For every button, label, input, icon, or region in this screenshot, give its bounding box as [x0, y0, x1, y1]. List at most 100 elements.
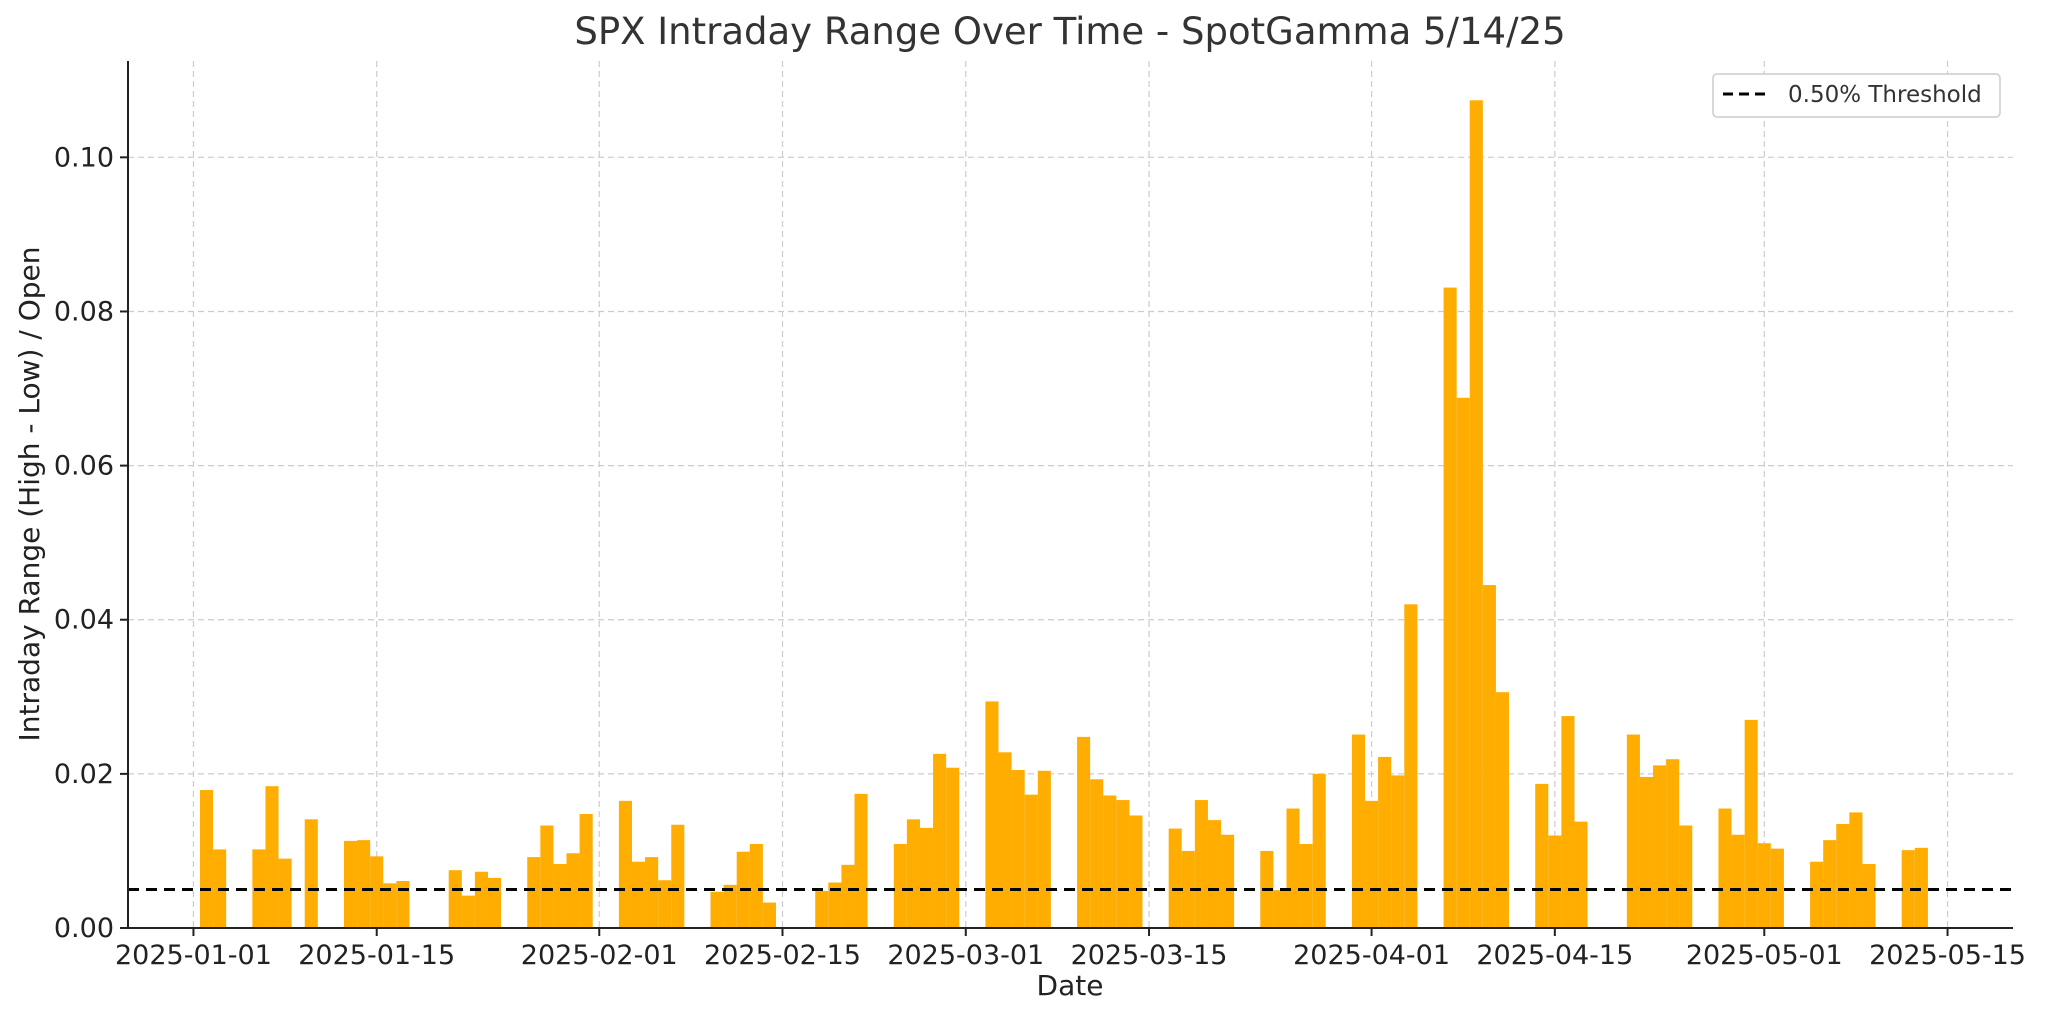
- bar: [1391, 775, 1405, 928]
- x-tick-label: 2025-01-15: [298, 940, 455, 971]
- y-tick-label: 0.00: [54, 913, 114, 944]
- x-tick-label: 2025-03-01: [887, 940, 1044, 971]
- bar: [1914, 847, 1928, 928]
- x-tick-label: 2025-05-15: [1869, 940, 2026, 971]
- bar: [1849, 812, 1863, 928]
- bar: [461, 895, 475, 928]
- bar: [1273, 890, 1287, 928]
- bar: [1836, 823, 1850, 928]
- bar: [998, 752, 1012, 928]
- grid-lines: [128, 61, 2013, 928]
- bar: [527, 857, 541, 928]
- bar: [1443, 287, 1457, 929]
- bar: [1103, 795, 1117, 928]
- bar: [1351, 734, 1366, 928]
- y-tick-label: 0.06: [54, 451, 114, 482]
- bar: [357, 840, 371, 928]
- bar: [1024, 794, 1038, 928]
- legend: 0.50% Threshold: [1712, 73, 2001, 118]
- bar: [1129, 815, 1143, 928]
- bar: [566, 853, 580, 928]
- bar: [370, 856, 384, 928]
- bar: [828, 882, 842, 928]
- bar: [1731, 834, 1745, 928]
- bar: [1469, 100, 1483, 929]
- bar: [540, 825, 554, 928]
- bar: [1862, 864, 1876, 928]
- bar: [946, 767, 960, 928]
- bar: [278, 858, 292, 928]
- bar: [1744, 719, 1758, 928]
- bar: [343, 840, 358, 928]
- bar: [710, 891, 724, 928]
- bar: [1901, 850, 1915, 928]
- bar: [815, 891, 829, 928]
- axes: [120, 61, 2013, 936]
- bar: [723, 884, 737, 928]
- bar: [1207, 820, 1222, 928]
- bar: [265, 786, 279, 928]
- y-tick-label: 0.04: [54, 605, 114, 636]
- bar: [658, 880, 672, 928]
- bar: [383, 883, 397, 928]
- bar: [1535, 783, 1549, 928]
- bar: [1194, 800, 1208, 928]
- legend-threshold-label: 0.50% Threshold: [1788, 82, 1982, 108]
- bar: [841, 864, 855, 928]
- bar: [1626, 734, 1640, 928]
- bar: [1312, 773, 1326, 928]
- bar: [631, 861, 646, 928]
- x-tick-label: 2025-01-01: [115, 940, 272, 971]
- bar: [919, 827, 934, 928]
- bar: [671, 824, 685, 928]
- bar: [1168, 828, 1182, 928]
- bars: [200, 100, 1928, 929]
- bar: [1116, 800, 1130, 928]
- bar: [579, 813, 593, 928]
- bar: [1574, 821, 1588, 928]
- bar: [474, 871, 488, 928]
- bar: [749, 844, 763, 928]
- x-tick-label: 2025-02-15: [704, 940, 861, 971]
- x-tick-label: 2025-02-01: [521, 940, 678, 971]
- bar: [1548, 835, 1562, 928]
- bar: [1482, 585, 1496, 928]
- legend-box: [1712, 73, 2001, 118]
- bar: [1181, 850, 1195, 928]
- x-axis-label: Date: [1037, 969, 1104, 1002]
- bar: [1718, 808, 1732, 928]
- bar: [1404, 604, 1418, 928]
- x-tick-label: 2025-04-01: [1293, 940, 1450, 971]
- x-tick-label: 2025-05-01: [1686, 940, 1843, 971]
- bar: [396, 880, 410, 928]
- bar: [1770, 848, 1784, 928]
- bar: [448, 870, 462, 928]
- bar: [906, 819, 920, 928]
- bar: [1286, 808, 1300, 928]
- bar: [1456, 397, 1470, 928]
- y-tick-label: 0.10: [54, 142, 114, 173]
- bar: [1221, 834, 1235, 928]
- bar: [487, 877, 502, 928]
- bar: [1011, 770, 1025, 928]
- bar: [1561, 716, 1575, 928]
- bar: [1077, 736, 1091, 928]
- bar: [1378, 756, 1392, 928]
- bar: [1810, 861, 1824, 928]
- bar: [200, 790, 214, 928]
- bar: [1679, 825, 1693, 928]
- chart-title: SPX Intraday Range Over Time - SpotGamma…: [574, 10, 1565, 53]
- bar: [1823, 840, 1837, 928]
- bar: [933, 753, 947, 928]
- bar: [553, 864, 567, 928]
- bar: [1299, 844, 1313, 928]
- tick-labels: 2025-01-01 2025-01-15 2025-02-01 2025-02-15…: [54, 142, 2026, 971]
- bar: [1365, 800, 1379, 928]
- bar: [1037, 770, 1051, 928]
- y-tick-label: 0.08: [54, 296, 114, 327]
- y-tick-label: 0.02: [54, 759, 114, 790]
- bar: [1653, 765, 1667, 928]
- bar: [1639, 776, 1654, 928]
- bar: [645, 857, 659, 928]
